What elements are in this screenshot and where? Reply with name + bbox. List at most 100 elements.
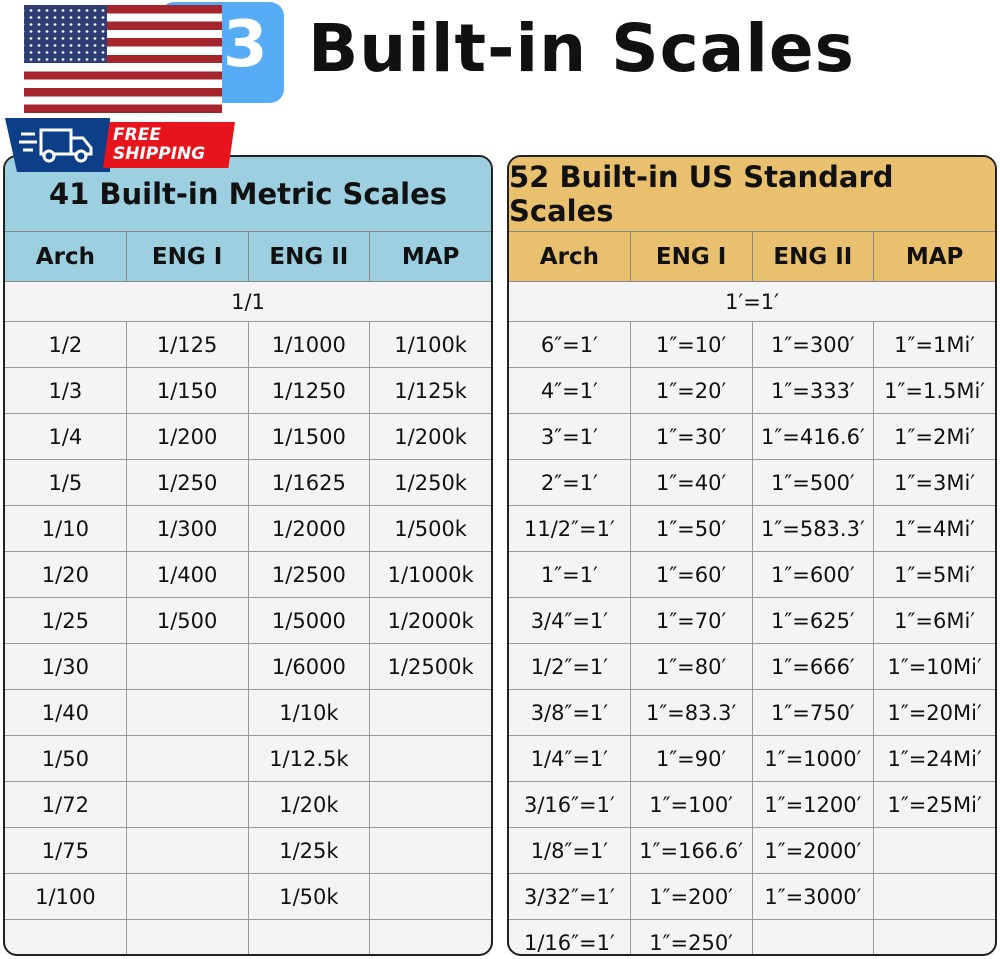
table-cell: 1/400 [127,552,249,597]
table-cell: 1/2″=1′ [509,644,631,689]
table-cell [370,828,491,873]
table-cell: 3″=1′ [509,414,631,459]
table-cell: 1/500 [127,598,249,643]
table-row: 3/4″=1′ 1″=70′ 1″=625′ 1″=6Mi′ [509,598,995,644]
table-cell: 1″=600′ [753,552,875,597]
table-cell: 1″=625′ [753,598,875,643]
table-cell [127,736,249,781]
metric-scales-table: 41 Built-in Metric Scales Arch ENG I ENG… [3,155,493,956]
table-cell: 1″=2Mi′ [894,424,976,449]
column-header: ENG I [127,232,249,281]
table-cell: 1″=80′ [631,644,753,689]
table-cell: 1″=10′ [631,322,753,367]
table-cell: 1″=1200′ [753,782,875,827]
table-cell: 11/2″=1′ [509,506,631,551]
table-cell: 1/100k [394,332,467,357]
table-cell: 1/8″=1′ [509,828,631,873]
column-header: Arch [509,232,631,281]
table-row: 1/10 1/300 1/2000 1/500k [5,506,491,552]
table-cell: 1″=60′ [631,552,753,597]
table-cell: 1/1000k [387,562,474,587]
table-row: 2″=1′ 1″=40′ 1″=500′ 1″=3Mi′ [509,460,995,506]
table-cell: 1/5 [5,460,127,505]
us-column-headers: Arch ENG I ENG II MAP [509,232,995,282]
table-cell: 1/200 [127,414,249,459]
us-flag-image [24,5,222,113]
table-cell: 3/4″=1′ [509,598,631,643]
us-table-title: 52 Built-in US Standard Scales [509,157,995,232]
table-cell: 1″=300′ [753,322,875,367]
table-cell [249,920,371,954]
full-scale-row: 1′=1′ [509,282,995,322]
metric-column-headers: Arch ENG I ENG II MAP [5,232,491,282]
table-cell [874,920,995,954]
table-cell: 1/2000k [387,608,474,633]
table-cell: 1″=1000′ [753,736,875,781]
table-cell: 1″=666′ [753,644,875,689]
table-cell: 1/1250 [249,368,371,413]
table-cell: 1″=166.6′ [631,828,753,873]
full-scale-row: 1/1 [5,282,491,322]
table-cell: 1/2500 [249,552,371,597]
table-row [5,920,491,954]
table-row: 1/2 1/125 1/1000 1/100k [5,322,491,368]
table-cell: 1/250 [127,460,249,505]
table-cell [5,920,127,954]
table-cell: 1/16″=1′ [509,920,631,954]
table-cell: 1″=90′ [631,736,753,781]
table-cell: 1/72 [5,782,127,827]
table-cell: 1/20k [249,782,371,827]
table-cell: 1/4″=1′ [509,736,631,781]
table-cell: 6″=1′ [509,322,631,367]
table-row: 1/8″=1′ 1″=166.6′ 1″=2000′ [509,828,995,874]
table-row: 1/2″=1′ 1″=80′ 1″=666′ 1″=10Mi′ [509,644,995,690]
table-row: 1/3 1/150 1/1250 1/125k [5,368,491,414]
table-cell: 1″=583.3′ [753,506,875,551]
column-header: MAP [401,243,460,270]
table-cell: 1″=40′ [631,460,753,505]
table-row: 1/75 1/25k [5,828,491,874]
table-cell [874,874,995,919]
table-row: 1/72 1/20k [5,782,491,828]
table-cell: 1/2000 [249,506,371,551]
table-cell: 1/200k [394,424,467,449]
table-cell: 1″=500′ [753,460,875,505]
table-cell: 3/8″=1′ [509,690,631,735]
table-cell [753,920,875,954]
table-cell: 1/125k [394,378,467,403]
table-cell: 1/50k [249,874,371,919]
table-cell: 1/1500 [249,414,371,459]
column-header: ENG I [631,232,753,281]
table-cell: 1/75 [5,828,127,873]
table-cell [370,874,491,919]
table-cell: 1″=250′ [631,920,753,954]
table-row: 1/16″=1′ 1″=250′ [509,920,995,954]
table-cell: 3/32″=1′ [509,874,631,919]
table-row: 1/4″=1′ 1″=90′ 1″=1000′ 1″=24Mi′ [509,736,995,782]
free-text: FREE [113,125,161,145]
table-cell: 1/10 [5,506,127,551]
table-cell: 1″=100′ [631,782,753,827]
table-cell: 1″=25Mi′ [887,792,982,817]
table-cell [127,920,249,954]
table-cell: 1″=3Mi′ [894,470,976,495]
table-cell [874,828,995,873]
table-row: 11/2″=1′ 1″=50′ 1″=583.3′ 1″=4Mi′ [509,506,995,552]
table-cell: 2″=1′ [509,460,631,505]
table-cell: 1/20 [5,552,127,597]
badge-number: 3 [223,8,268,82]
table-cell [127,874,249,919]
table-cell: 1/40 [5,690,127,735]
truck-icon [5,118,110,172]
page-title: Built-in Scales [308,10,855,87]
table-cell: 1″=20Mi′ [887,700,982,725]
table-cell: 1/500k [394,516,467,541]
table-row: 1/100 1/50k [5,874,491,920]
table-row: 1/4 1/200 1/1500 1/200k [5,414,491,460]
free-shipping-label: FREE SHIPPING [103,122,235,168]
shipping-text: SHIPPING [113,144,206,164]
table-cell: 1/300 [127,506,249,551]
table-cell: 1″=20′ [631,368,753,413]
table-cell: 1/1000 [249,322,371,367]
table-cell: 1″=6Mi′ [894,608,976,633]
